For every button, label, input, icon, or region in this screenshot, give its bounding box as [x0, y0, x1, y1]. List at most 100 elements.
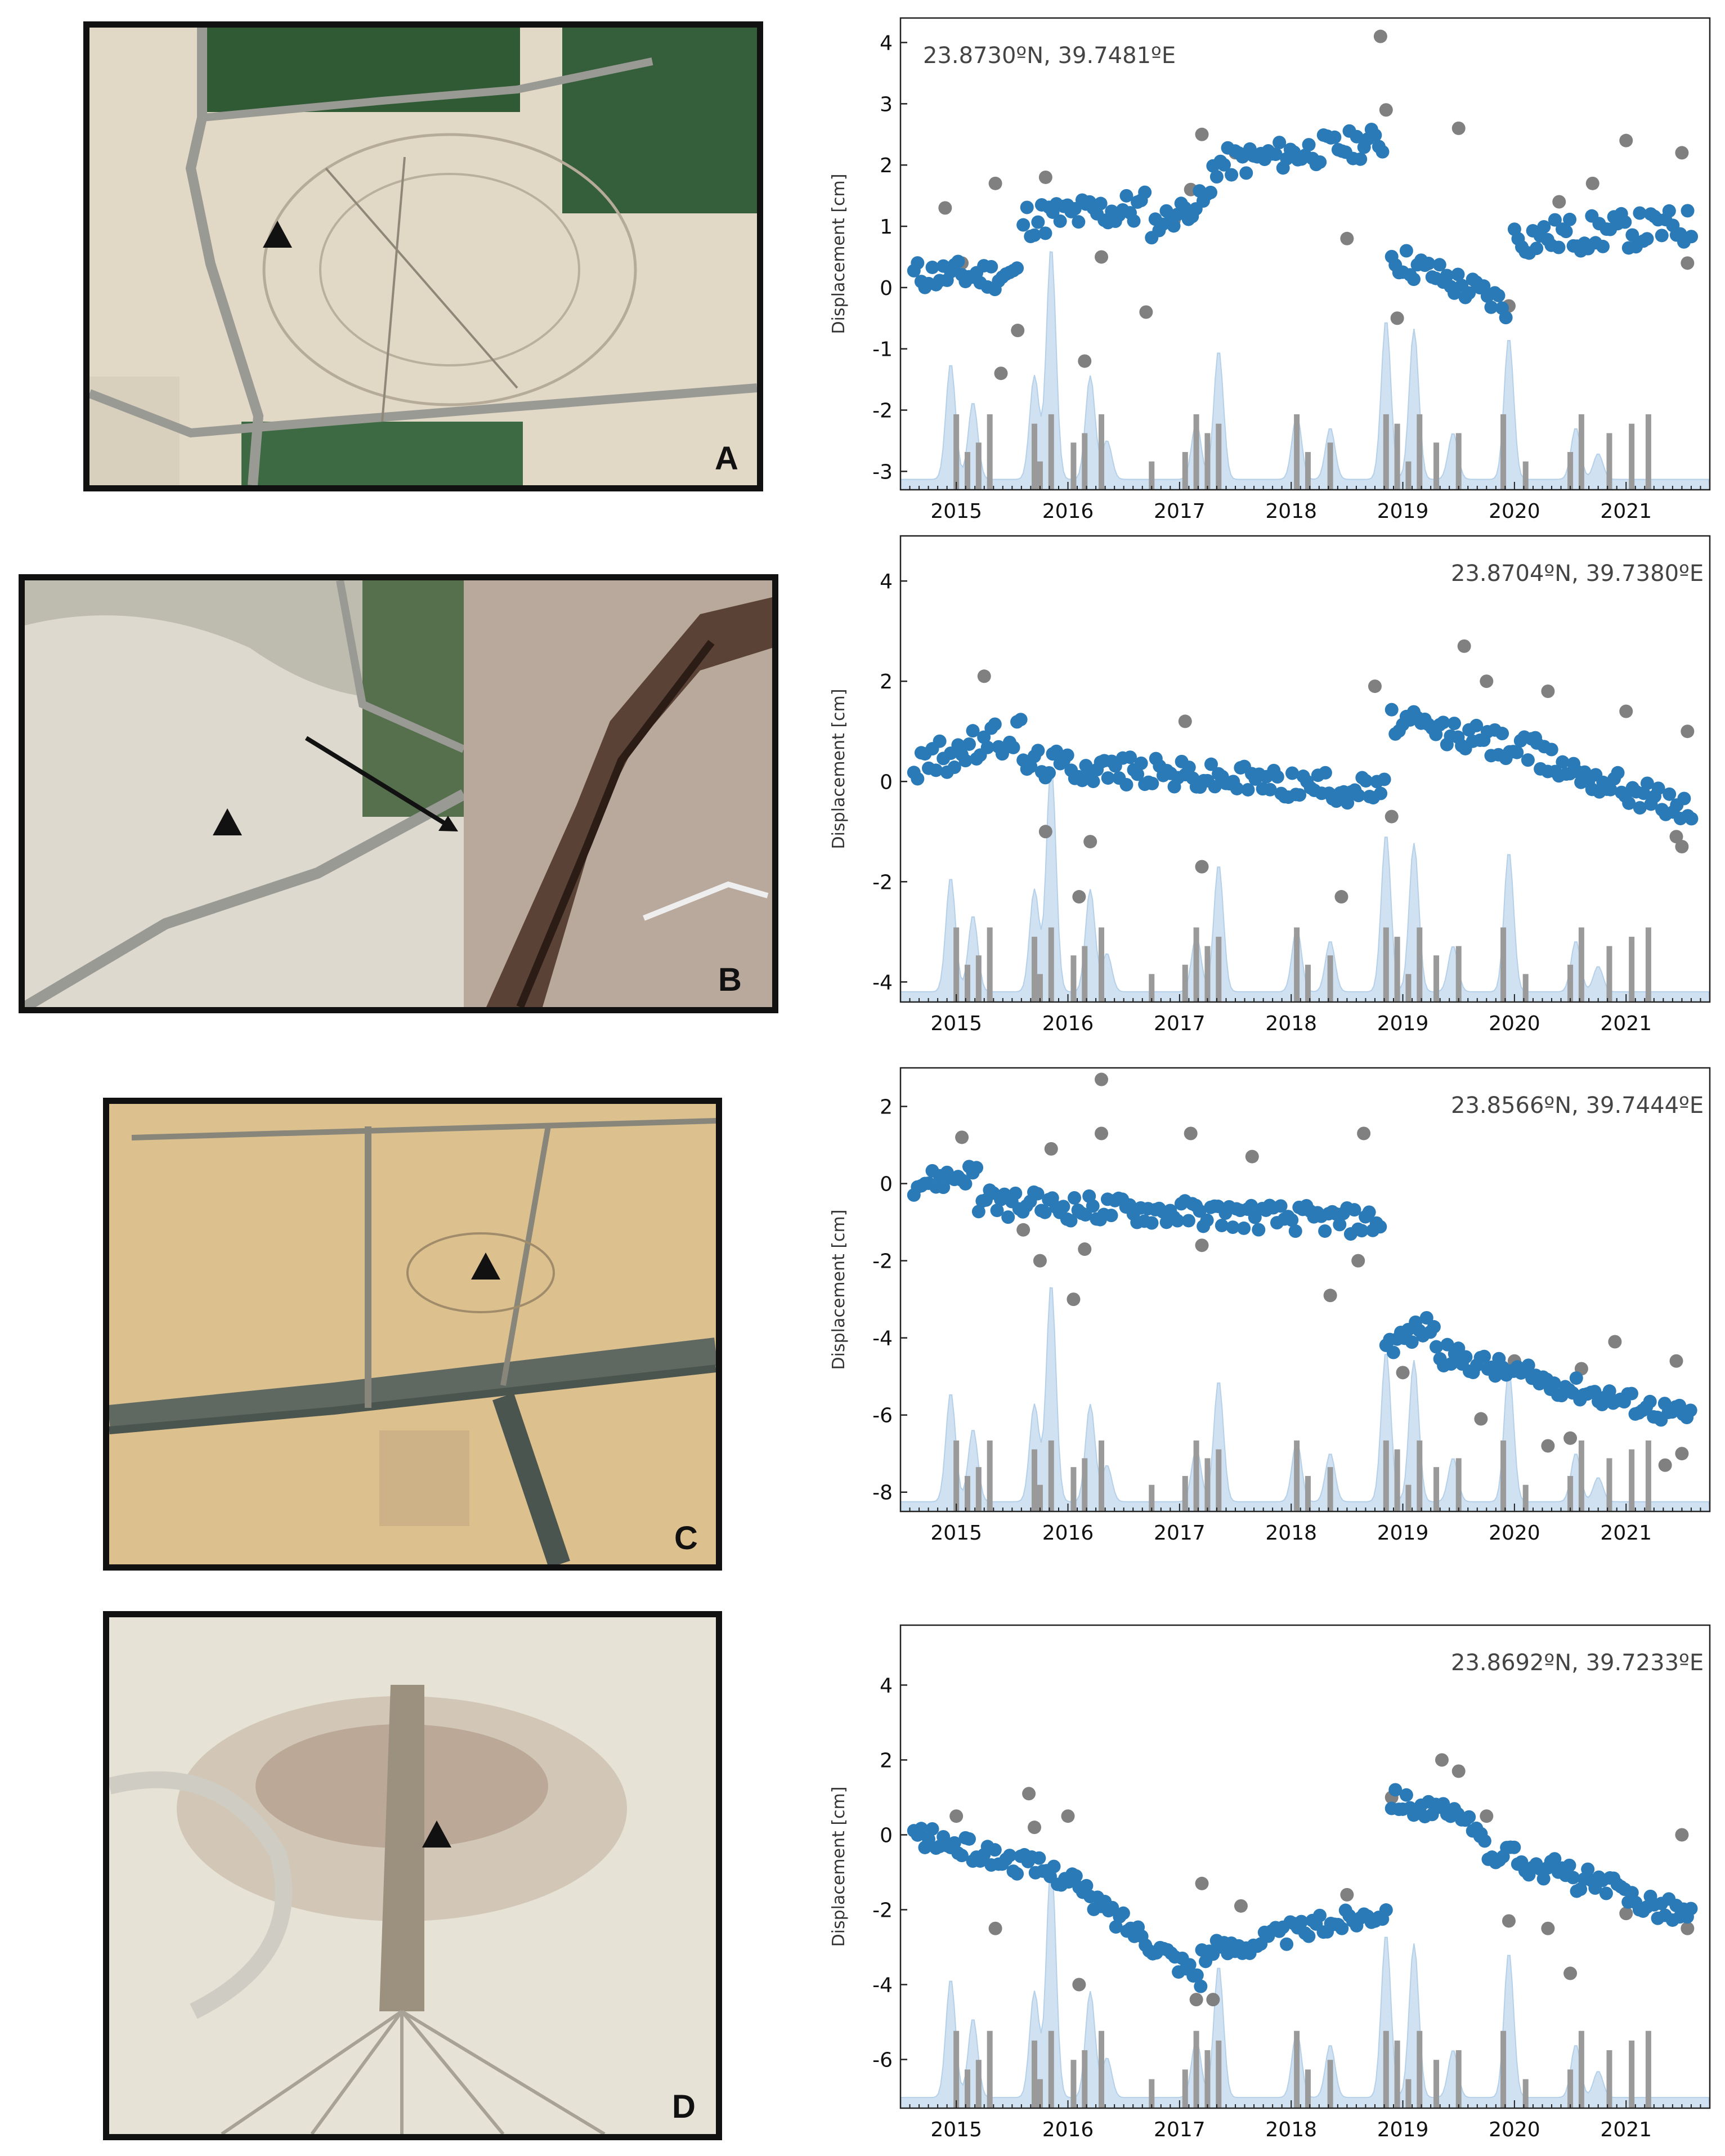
blue-data-point — [1599, 1886, 1613, 1900]
blue-data-point — [971, 1205, 985, 1219]
blue-data-point — [1002, 1849, 1016, 1863]
x-tick-label: 2017 — [1154, 1522, 1206, 1545]
y-tick-label: 1 — [880, 216, 893, 239]
y-tick-label: 4 — [880, 570, 893, 593]
y-axis-label: Displacement [cm] — [829, 689, 849, 849]
y-tick-label: -1 — [872, 338, 893, 361]
blue-data-point — [1350, 129, 1364, 144]
x-tick-label: 2016 — [1042, 2118, 1094, 2141]
blue-data-point — [1548, 213, 1562, 227]
precip-bar — [1567, 964, 1574, 1002]
gray-data-point — [1028, 1820, 1042, 1835]
blue-data-point — [911, 256, 925, 270]
blue-data-point — [988, 717, 1002, 731]
precip-bar — [1032, 937, 1038, 1002]
blue-data-point — [1312, 1908, 1327, 1922]
precip-bar — [1500, 1440, 1507, 1511]
precip-bar — [965, 2069, 971, 2108]
blue-data-point — [1181, 1214, 1195, 1228]
blue-data-point — [1060, 748, 1074, 762]
gray-data-point — [1608, 1335, 1622, 1349]
precip-bar — [1417, 414, 1423, 490]
precip-bar — [953, 1440, 960, 1511]
gray-data-point — [1669, 1354, 1683, 1368]
precip-bar — [1082, 433, 1088, 490]
precip-bar — [1522, 461, 1529, 490]
blue-data-point — [988, 1843, 1002, 1857]
blue-data-point — [1548, 1852, 1562, 1866]
blue-data-point — [1388, 1783, 1403, 1797]
precip-bar — [1099, 414, 1105, 490]
gray-data-point — [1373, 29, 1387, 43]
gray-data-point — [1038, 825, 1052, 839]
blue-data-point — [1562, 1858, 1576, 1872]
precip-bar — [987, 927, 993, 1002]
chart-title: 23.8704ºN, 39.7380ºE — [1451, 561, 1704, 587]
blue-data-point — [1109, 1920, 1123, 1934]
gray-data-point — [1245, 1149, 1259, 1164]
blue-data-point — [1182, 1958, 1197, 1972]
gray-data-point — [1480, 674, 1494, 688]
panel-label-c: C — [674, 1520, 698, 1556]
blue-data-point — [1031, 744, 1045, 758]
precip-bar — [1032, 1449, 1038, 1511]
gray-data-point — [1675, 146, 1689, 160]
x-tick-label: 2016 — [1042, 500, 1094, 523]
blue-data-point — [1215, 1219, 1229, 1233]
gray-data-point — [1095, 250, 1109, 264]
blue-data-point — [1569, 1371, 1583, 1385]
gray-data-point — [1178, 714, 1192, 728]
gray-data-point — [1681, 1921, 1695, 1935]
blue-data-point — [1368, 128, 1382, 142]
precip-bar — [1216, 1449, 1222, 1511]
blue-data-point — [1662, 204, 1676, 218]
precip-bar — [953, 414, 960, 490]
gray-data-point — [1011, 324, 1025, 338]
photo-panel-b — [19, 574, 778, 1013]
precip-bar — [1216, 937, 1222, 1002]
y-tick-label: -2 — [872, 1250, 893, 1273]
blue-data-point — [1386, 1345, 1400, 1359]
blue-data-point — [1086, 775, 1100, 789]
gray-data-point — [1072, 1978, 1086, 1992]
precip-bar — [1048, 927, 1054, 1002]
gray-data-point — [1234, 1899, 1248, 1913]
gray-data-point — [1072, 890, 1086, 904]
x-tick-label: 2019 — [1377, 500, 1429, 523]
precip-bar — [1294, 1440, 1300, 1511]
blue-data-point — [1030, 1187, 1045, 1201]
location-marker-c — [471, 1253, 500, 1280]
precip-bar — [1405, 1484, 1412, 1511]
y-tick-label: -6 — [872, 1404, 893, 1428]
gray-data-point — [1195, 860, 1209, 874]
blue-data-point — [1014, 713, 1028, 727]
gray-data-point — [1396, 1366, 1410, 1380]
precip-bar — [1606, 2050, 1612, 2108]
precip-bar — [1455, 2050, 1462, 2108]
x-tick-label: 2015 — [930, 500, 982, 523]
gray-data-point — [1061, 1809, 1075, 1823]
panel-label-d: D — [672, 2088, 696, 2125]
blue-data-point — [1618, 215, 1632, 229]
blue-data-point — [1273, 136, 1287, 150]
precip-bar — [1394, 1449, 1400, 1511]
x-tick-label: 2017 — [1154, 2118, 1206, 2141]
x-tick-label: 2018 — [1265, 1012, 1317, 1035]
gray-data-point — [1078, 354, 1092, 368]
precip-bar — [1294, 414, 1300, 490]
photo-panel-a — [83, 21, 763, 491]
precip-bar — [1070, 442, 1077, 490]
blue-data-point — [1422, 256, 1436, 270]
precip-bar — [1070, 955, 1077, 1002]
x-tick-label: 2021 — [1600, 1012, 1652, 1035]
gray-data-point — [1541, 1439, 1555, 1453]
blue-data-point — [1027, 228, 1041, 242]
precip-bar — [1048, 1440, 1054, 1511]
precip-bar — [1433, 955, 1440, 1002]
blue-data-point — [1131, 767, 1145, 781]
gray-data-point — [949, 1809, 964, 1823]
precip-bar — [1394, 2040, 1400, 2108]
y-tick-label: 2 — [880, 1096, 893, 1119]
blue-data-point — [1495, 727, 1509, 741]
blue-data-point — [1374, 786, 1388, 800]
